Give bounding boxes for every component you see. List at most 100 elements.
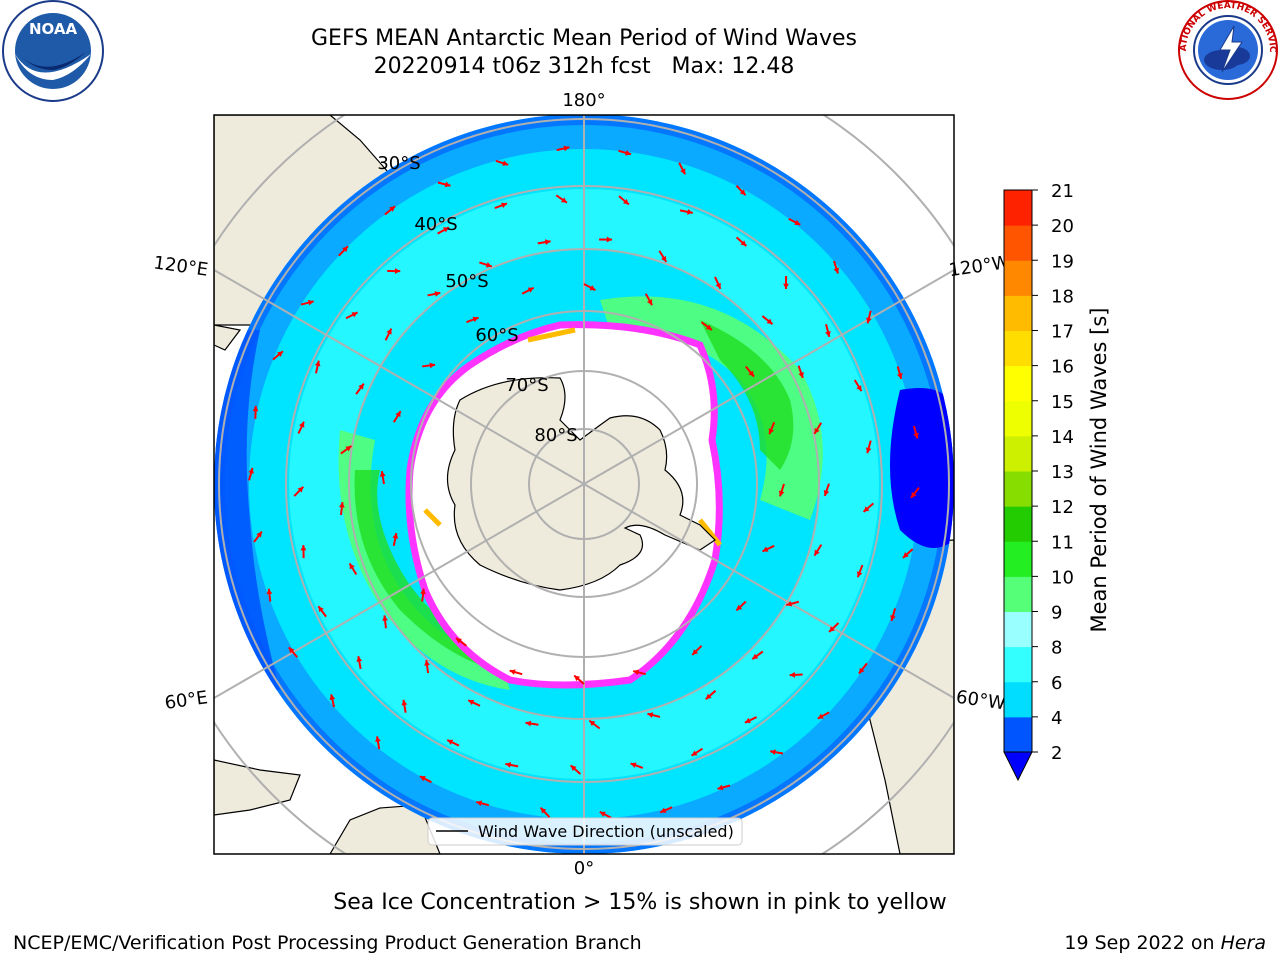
arrow-head (589, 720, 596, 727)
arrow-head (715, 282, 721, 289)
legend-label: Wind Wave Direction (unscaled) (478, 822, 734, 841)
colorbar-tick-label: 20 (1051, 216, 1074, 237)
arrow-head (375, 736, 381, 743)
arrow-head (392, 533, 399, 539)
arrow-head (786, 600, 793, 607)
footer-host: Hera (1220, 932, 1266, 954)
arrow-head (833, 267, 840, 274)
arrow-head (349, 563, 355, 570)
arrow-head (342, 246, 348, 253)
arrow-head (858, 667, 865, 674)
colorbar-segment (1004, 225, 1032, 261)
arrow-head (394, 268, 401, 274)
arrow-head (752, 653, 759, 660)
colorbar-tick-label: 10 (1051, 567, 1074, 588)
arrow-head (570, 765, 577, 771)
arrow-head (748, 370, 754, 377)
noaa-logo-text: NOAA (29, 20, 78, 38)
arrow-head (814, 427, 820, 434)
arrow-head (505, 762, 512, 768)
lat-label-30s: 30°S (377, 153, 420, 174)
colorbar-segment (1004, 471, 1032, 507)
colorbar-tick-label: 4 (1051, 708, 1062, 729)
arrow-head (794, 219, 801, 225)
footer-date-text: 19 Sep 2022 on (1064, 932, 1221, 954)
arrow-head (382, 615, 388, 621)
arrow-head (434, 291, 441, 297)
colorbar-tick-label: 21 (1051, 181, 1074, 202)
arrow-head (633, 669, 640, 676)
arrow-head (501, 202, 508, 208)
colorbar-segment (1004, 260, 1032, 296)
noaa-logo: NOAA (2, 0, 104, 102)
nws-logo: NATIONAL WEATHER SERVICE (1176, 0, 1278, 100)
colorbar-segment (1004, 716, 1032, 753)
arrow-head (502, 160, 509, 166)
green-zone-east (600, 296, 823, 520)
colorbar-tick-label: 18 (1051, 286, 1074, 307)
arrow-head (525, 720, 532, 727)
arrow-head (630, 762, 637, 768)
arrow-head (472, 316, 479, 323)
arrow-head (660, 807, 667, 813)
lon-label-60w: 60°W (955, 687, 1007, 715)
lat-label-80s: 80°S (534, 425, 577, 446)
arrow-head (691, 750, 698, 756)
arrow-head (647, 299, 653, 306)
arrow-head (661, 255, 667, 262)
arrow-head (823, 490, 830, 496)
arrow-head (768, 428, 774, 435)
colorbar-segment (1004, 576, 1032, 612)
colorbar-tick-label: 19 (1051, 251, 1074, 272)
chart-subtitle: 20220914 t06z 312h fcst Max: 12.48 (373, 54, 795, 79)
colorbar: 2 4 6 8 9 10 11 12 13 14 15 16 17 18 19 20 21 (1003, 181, 1074, 782)
arrow-head (442, 227, 449, 233)
arrow-head (424, 660, 430, 666)
arrow-head (817, 713, 824, 719)
arrow-head (814, 549, 820, 556)
land-africa-2 (329, 804, 441, 854)
arrow-head (338, 502, 345, 508)
colorbar-segment (1004, 681, 1032, 718)
arrow-head (574, 675, 581, 682)
arrow-head (266, 588, 273, 595)
land-tasmania (214, 324, 242, 351)
arrow-head (429, 362, 436, 369)
arrow-head (589, 285, 596, 291)
arrow-head (913, 432, 919, 439)
arrow-head (447, 739, 454, 745)
arrow-head (680, 168, 686, 175)
arrow-head (863, 506, 870, 512)
arrow-head (455, 638, 462, 644)
arrow-head (783, 283, 789, 289)
arrow-head (705, 693, 712, 700)
lon-label-0: 0° (574, 858, 594, 879)
arrow-head (911, 491, 917, 498)
arrow-head (314, 360, 321, 367)
arrow-head (509, 669, 516, 675)
arrow-head (401, 699, 408, 706)
land-antarctica (446, 377, 716, 591)
arrow-head (386, 328, 392, 335)
wind-wave-arrows (248, 145, 920, 819)
colorbar-tick-label: 11 (1051, 532, 1074, 553)
colorbar-under-arrow (1003, 751, 1033, 782)
arrow-head (692, 649, 699, 655)
arrow-head (606, 236, 613, 243)
colorbar-segment (1004, 646, 1032, 683)
arrow-head (778, 490, 785, 497)
arrow-head (770, 749, 776, 755)
arrow-head (256, 531, 262, 538)
colorbar-tick-label: 16 (1051, 357, 1074, 378)
arrow-head (476, 800, 483, 807)
colorbar-tick-label: 14 (1051, 427, 1074, 448)
arrow-head (307, 299, 314, 306)
arrow-head (829, 626, 835, 632)
arrow-head (625, 150, 632, 156)
colorbar-tick-label: 13 (1051, 462, 1074, 483)
colorbar-segment (1004, 435, 1032, 472)
arrow-head (762, 546, 769, 552)
arrow-head (744, 717, 751, 724)
map-legend: Wind Wave Direction (unscaled) (427, 817, 743, 846)
